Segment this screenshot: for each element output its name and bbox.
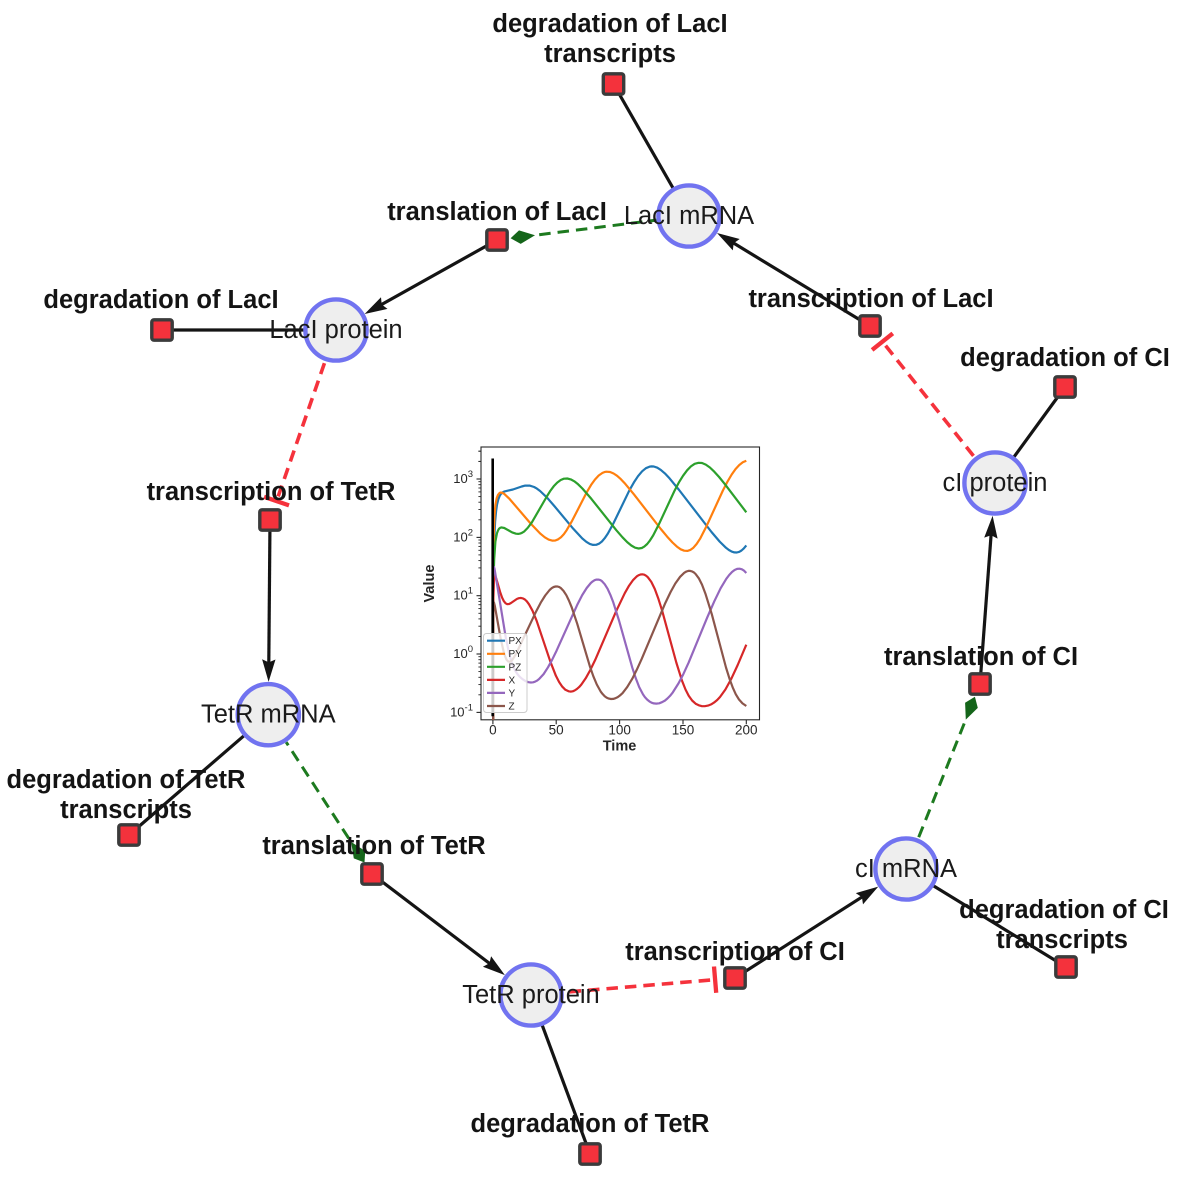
svg-text:degradation of CI: degradation of CI [960, 344, 1170, 372]
svg-text:TetR mRNA: TetR mRNA [201, 701, 336, 729]
svg-text:PY: PY [509, 649, 523, 660]
svg-text:150: 150 [672, 722, 695, 737]
svg-text:Time: Time [603, 739, 637, 755]
svg-text:Value: Value [422, 565, 438, 603]
svg-text:transcription of TetR: transcription of TetR [147, 478, 396, 506]
svg-text:cI mRNA: cI mRNA [855, 855, 957, 883]
svg-text:transcription of LacI: transcription of LacI [748, 285, 993, 313]
svg-text:TetR protein: TetR protein [462, 981, 600, 1009]
svg-text:transcripts: transcripts [996, 926, 1128, 954]
svg-text:transcripts: transcripts [544, 40, 676, 68]
svg-text:0: 0 [489, 722, 497, 737]
svg-text:PZ: PZ [509, 662, 522, 673]
svg-text:translation of CI: translation of CI [884, 643, 1078, 671]
svg-text:50: 50 [549, 722, 564, 737]
svg-text:transcription of CI: transcription of CI [625, 938, 845, 966]
svg-text:degradation of TetR: degradation of TetR [7, 766, 246, 794]
svg-text:100: 100 [608, 722, 631, 737]
svg-text:200: 200 [735, 722, 758, 737]
svg-text:translation of TetR: translation of TetR [262, 832, 485, 860]
svg-text:PX: PX [509, 636, 523, 647]
svg-text:Y: Y [509, 688, 516, 699]
svg-text:Z: Z [509, 702, 515, 713]
svg-text:cI protein: cI protein [943, 469, 1048, 497]
svg-text:degradation of TetR: degradation of TetR [471, 1110, 710, 1138]
svg-text:degradation of LacI: degradation of LacI [43, 286, 278, 314]
svg-text:degradation of LacI: degradation of LacI [492, 10, 727, 38]
svg-text:X: X [509, 675, 516, 686]
svg-text:LacI mRNA: LacI mRNA [624, 202, 754, 230]
svg-text:degradation of CI: degradation of CI [959, 896, 1169, 924]
svg-text:translation of LacI: translation of LacI [387, 198, 607, 226]
svg-text:LacI protein: LacI protein [269, 316, 402, 344]
svg-text:transcripts: transcripts [60, 796, 192, 824]
